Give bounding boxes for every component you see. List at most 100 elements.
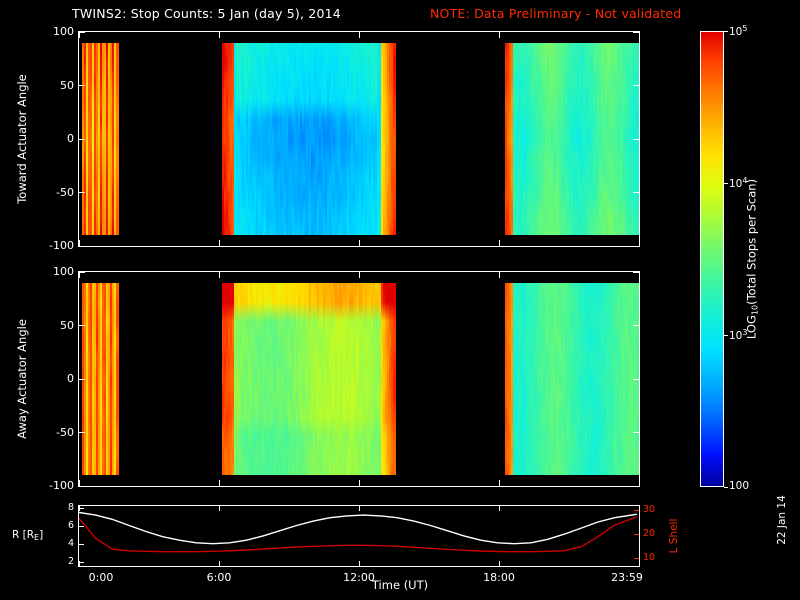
orbit-left-axis-title: R [RE] <box>12 529 44 542</box>
spectrogram-column <box>90 43 93 235</box>
spectrogram-column <box>293 283 297 475</box>
spectrogram-column <box>609 283 612 475</box>
spectrogram-column <box>339 283 342 475</box>
spectrogram-column <box>98 283 101 475</box>
spectrogram-column <box>299 43 303 235</box>
spectrogram-column <box>607 283 610 475</box>
x-tick-mark <box>78 32 80 38</box>
spectrogram-column <box>227 283 231 475</box>
spectrogram-column <box>255 283 259 475</box>
spectrogram-column <box>551 43 554 235</box>
spectrogram-column <box>96 43 99 235</box>
x-tick-mark <box>78 272 80 278</box>
spectrogram-column <box>259 43 263 235</box>
x-tick-mark <box>218 32 220 38</box>
spectrogram-column <box>557 283 560 475</box>
spectrogram-column <box>104 283 107 475</box>
y-tick-mark <box>633 432 639 433</box>
spectrogram-column <box>577 43 580 235</box>
spectrogram-slab <box>82 43 119 235</box>
spectrogram-column <box>373 43 376 235</box>
spectrogram-column <box>515 283 518 475</box>
spectrogram-column <box>389 283 392 475</box>
spectrogram-column <box>245 283 249 475</box>
spectrogram-column <box>603 283 606 475</box>
spectrogram-column <box>525 43 528 235</box>
orbit-right-tick-label: 10 <box>643 552 656 563</box>
spectrogram-column <box>317 43 321 235</box>
spectrogram-column <box>319 43 323 235</box>
spectrogram-column <box>623 43 626 235</box>
spectrogram-column <box>555 283 558 475</box>
spectrogram-column <box>291 43 295 235</box>
spectrogram-column <box>277 283 281 475</box>
spectrogram-column <box>116 43 119 235</box>
spectrogram-column <box>533 43 536 235</box>
spectrogram-column <box>329 43 332 235</box>
x-tick-mark <box>78 480 80 486</box>
spectrogram-column <box>601 43 604 235</box>
spectrogram-column <box>263 283 267 475</box>
spectrogram-column <box>355 43 358 235</box>
spectrogram-column <box>571 43 574 235</box>
spectrogram-column <box>108 43 111 235</box>
spectrogram-column <box>531 283 534 475</box>
spectrogram-column <box>611 43 614 235</box>
spectrogram-column <box>275 43 279 235</box>
spectrogram-column <box>297 43 301 235</box>
spectrogram-column <box>559 283 562 475</box>
spectrogram-column <box>385 43 388 235</box>
spectrogram-column <box>247 43 251 235</box>
spectrogram-column <box>621 43 624 235</box>
orbit-plot <box>79 511 638 553</box>
spectrogram-column <box>391 283 394 475</box>
spectrogram-column <box>283 43 287 235</box>
spectrogram-column <box>615 283 618 475</box>
spectrogram-column <box>88 283 91 475</box>
spectrogram-column <box>363 283 366 475</box>
spectrogram-slab <box>222 283 396 475</box>
spectrogram-column <box>387 43 390 235</box>
x-tick-mark <box>358 506 360 511</box>
spectrogram-column <box>94 43 97 235</box>
spectrogram-column <box>303 283 307 475</box>
spectrogram-column <box>581 43 584 235</box>
colorbar <box>700 31 724 487</box>
spectrogram-column <box>301 43 305 235</box>
spectrogram-column <box>92 283 95 475</box>
spectrogram-column <box>325 283 328 475</box>
spectrogram-column <box>575 43 578 235</box>
spectrogram-column <box>361 43 364 235</box>
spectrogram-column <box>222 283 225 475</box>
spectrogram-column <box>265 43 269 235</box>
spectrogram-column <box>225 283 229 475</box>
spectrogram-column <box>513 43 516 235</box>
y-tick-label: -100 <box>49 239 74 252</box>
spectrogram-column <box>555 43 558 235</box>
spectrogram-column <box>351 43 354 235</box>
spectrogram-column <box>329 283 332 475</box>
spectrogram-column <box>349 43 352 235</box>
x-tick-mark <box>218 240 220 246</box>
spectrogram-column <box>389 43 392 235</box>
spectrogram-column <box>619 283 622 475</box>
spectrogram-column <box>341 43 344 235</box>
spectrogram-column <box>351 283 354 475</box>
spectrogram-column <box>321 43 324 235</box>
spectrogram-column <box>599 283 602 475</box>
y-tick-mark <box>79 271 85 273</box>
spectrogram-column <box>529 283 532 475</box>
spectrogram-column <box>529 43 532 235</box>
spectrogram-column <box>595 43 598 235</box>
orbit-panel <box>78 505 640 567</box>
spectrogram-column <box>267 283 271 475</box>
spectrogram-column <box>343 43 346 235</box>
spectrogram-column <box>383 43 386 235</box>
spectrogram-column <box>591 43 594 235</box>
x-tick-mark <box>218 480 220 486</box>
orbit-right-tick <box>634 557 639 559</box>
spectrogram-column <box>533 283 536 475</box>
y-tick-label: 50 <box>60 78 74 92</box>
y-tick-mark <box>79 138 85 140</box>
spectrogram-column <box>583 283 586 475</box>
